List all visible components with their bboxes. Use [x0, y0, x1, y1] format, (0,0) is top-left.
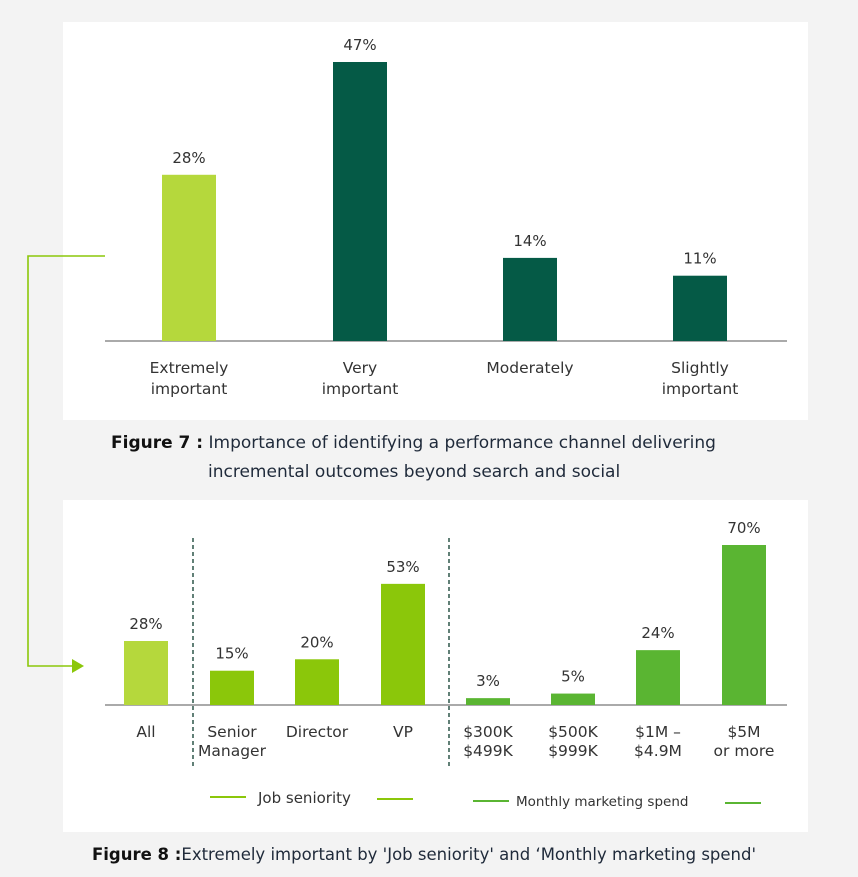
figure8-legend: Job seniority Monthly marketing spend [210, 789, 761, 810]
figure8-bar [210, 670, 254, 705]
figure8-value-label: 28% [129, 615, 162, 633]
figure8-category-label: $500K [548, 723, 598, 741]
figure7-category-label: important [151, 380, 228, 398]
figure8-bar [381, 583, 425, 705]
figure8-value-label: 20% [300, 633, 333, 651]
legend-spend-label: Monthly marketing spend [516, 794, 688, 810]
figure8-caption-label: Figure 8 : [92, 845, 182, 864]
figure8-value-label: 24% [641, 624, 674, 642]
figure8-category-label: All [136, 723, 155, 741]
figure7-caption-label: Figure 7 : [111, 433, 204, 453]
legend-job-label: Job seniority [257, 789, 351, 807]
figure8-bar [295, 659, 339, 705]
figure8-category-label: $1M – [635, 723, 681, 741]
figure8-value-label: 15% [215, 645, 248, 663]
figure7-value-label: 11% [683, 250, 716, 268]
figure7-value-label: 28% [172, 149, 205, 167]
figure7-bar [503, 257, 557, 341]
figure8-caption-text: Extremely important by 'Job seniority' a… [181, 845, 757, 864]
figure7-category-label: Very [343, 359, 377, 377]
figure7-bar [162, 174, 216, 341]
figure8-bar [722, 545, 766, 705]
figure7-category-label: Moderately [486, 359, 573, 377]
figure8-chart-panel [63, 500, 808, 832]
figure8-bar [124, 641, 168, 705]
figure7-bars: 28% Extremely important 47% Very important 14%… [150, 36, 739, 398]
figure8-value-label: 5% [561, 668, 585, 686]
figure8-bar [636, 650, 680, 705]
figure8-category-label: Director [286, 723, 349, 741]
figure7-value-label: 14% [513, 232, 546, 250]
figure7-caption-line2: incremental outcomes beyond search and s… [208, 462, 621, 482]
figure8-category-label: VP [393, 723, 413, 741]
figure8-category-label: $499K [463, 742, 513, 760]
figure7-category-label: important [322, 380, 399, 398]
figure8-category-label: Senior [207, 723, 257, 741]
figure8-bar [551, 693, 595, 705]
connector-arrow [27, 255, 105, 673]
figure7-bar [673, 275, 727, 341]
figure7-category-label: Slightly [671, 359, 729, 377]
figure7-category-label: Extremely [150, 359, 229, 377]
figure8-bar [466, 698, 510, 705]
figure7-bar [333, 62, 387, 341]
figure7-caption: Figure 7 : Importance of identifying a p… [111, 429, 771, 487]
figure8-category-label: $4.9M [634, 742, 682, 760]
figure8-category-label: or more [714, 742, 775, 760]
figure8-value-label: 3% [476, 672, 500, 690]
figure8-value-label: 70% [727, 519, 760, 537]
figure8-category-label: $999K [548, 742, 598, 760]
figure8-value-label: 53% [386, 558, 419, 576]
figure8-category-label: Manager [198, 742, 267, 760]
figure7-caption-line1: Importance of identifying a performance … [208, 433, 716, 453]
figure8-category-label: $5M [727, 723, 760, 741]
figure7-category-label: important [662, 380, 739, 398]
figure8-category-label: $300K [463, 723, 513, 741]
figure8-caption: Figure 8 :Extremely important by 'Job se… [92, 840, 832, 869]
figure7-value-label: 47% [343, 36, 376, 54]
